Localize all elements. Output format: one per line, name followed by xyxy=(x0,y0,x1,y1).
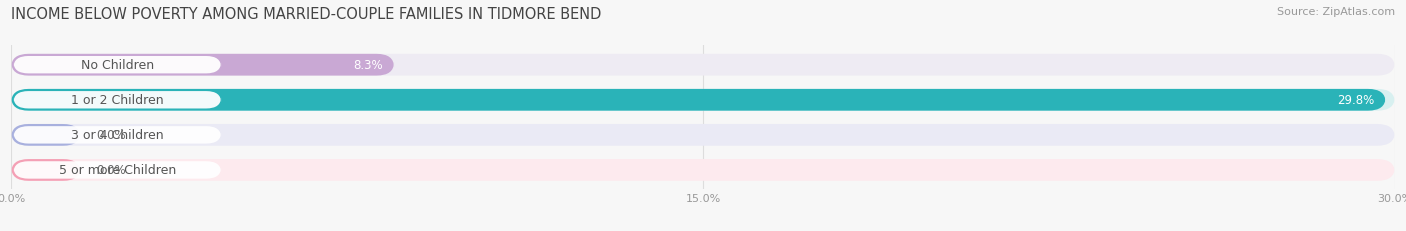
Text: 8.3%: 8.3% xyxy=(353,59,382,72)
Text: 5 or more Children: 5 or more Children xyxy=(59,164,176,177)
Text: 3 or 4 Children: 3 or 4 Children xyxy=(72,129,163,142)
FancyBboxPatch shape xyxy=(11,125,80,146)
FancyBboxPatch shape xyxy=(14,161,221,179)
FancyBboxPatch shape xyxy=(11,90,1395,111)
FancyBboxPatch shape xyxy=(11,159,80,181)
Text: 0.0%: 0.0% xyxy=(97,164,127,177)
FancyBboxPatch shape xyxy=(14,92,221,109)
FancyBboxPatch shape xyxy=(14,127,221,144)
Text: INCOME BELOW POVERTY AMONG MARRIED-COUPLE FAMILIES IN TIDMORE BEND: INCOME BELOW POVERTY AMONG MARRIED-COUPL… xyxy=(11,7,602,22)
FancyBboxPatch shape xyxy=(11,159,1395,181)
Text: Source: ZipAtlas.com: Source: ZipAtlas.com xyxy=(1277,7,1395,17)
FancyBboxPatch shape xyxy=(14,57,221,74)
Text: 29.8%: 29.8% xyxy=(1337,94,1374,107)
FancyBboxPatch shape xyxy=(11,55,1395,76)
FancyBboxPatch shape xyxy=(11,90,1385,111)
Text: 1 or 2 Children: 1 or 2 Children xyxy=(72,94,163,107)
FancyBboxPatch shape xyxy=(11,55,394,76)
Text: No Children: No Children xyxy=(80,59,153,72)
Text: 0.0%: 0.0% xyxy=(97,129,127,142)
FancyBboxPatch shape xyxy=(11,125,1395,146)
